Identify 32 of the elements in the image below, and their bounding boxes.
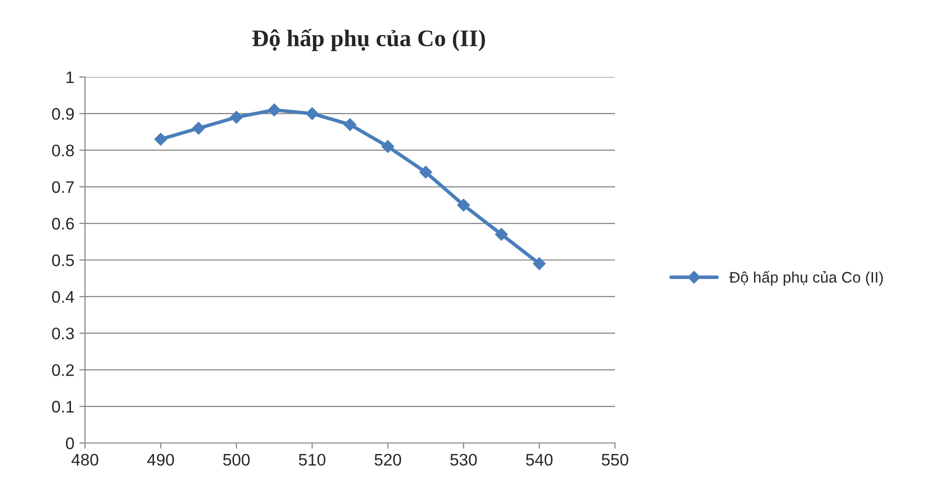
x-tick-label: 490 — [147, 454, 174, 466]
y-tick-label: 1 — [66, 72, 74, 84]
point — [192, 122, 205, 135]
x-tick-label: 500 — [223, 454, 250, 466]
point — [344, 118, 356, 131]
x-tick-label: 520 — [374, 454, 402, 466]
x-tick-label: 480 — [71, 454, 98, 466]
x-tick-label: 540 — [526, 454, 553, 466]
y-tick-label: 0.6 — [52, 218, 74, 230]
y-tick-label: 0.2 — [52, 364, 74, 376]
legend-label: Độ hấp phụ của Co (II) — [729, 270, 883, 286]
y-tick-label: 0.9 — [52, 108, 74, 120]
point — [381, 140, 394, 153]
y-tick-label: 0.5 — [52, 254, 74, 266]
y-tick-label: 0 — [66, 437, 74, 450]
point — [419, 166, 432, 179]
x-tick-label: 530 — [450, 454, 477, 466]
y-tick-label: 0.8 — [52, 144, 74, 156]
y-tick-label: 0.7 — [52, 181, 74, 194]
point — [457, 198, 470, 212]
y-tick-label: 0.1 — [52, 400, 74, 413]
point — [532, 257, 546, 270]
x-tick-label: 510 — [298, 454, 326, 466]
chart-title: Độ hấp phụ của Co (II) — [252, 28, 485, 52]
point — [230, 110, 243, 124]
y-tick-label: 0.3 — [52, 328, 74, 340]
point — [268, 104, 281, 116]
point — [154, 132, 168, 146]
point — [306, 107, 319, 120]
y-tick-label: 0.4 — [52, 291, 74, 303]
point — [495, 228, 508, 241]
x-tick-label: 550 — [602, 454, 628, 466]
